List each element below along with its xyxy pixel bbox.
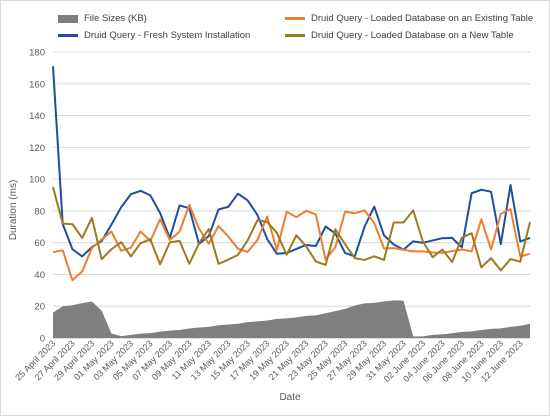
line-series — [52, 66, 531, 282]
y-tick-label: 80 — [34, 206, 45, 217]
y-tick-label: 100 — [29, 175, 45, 186]
legend-item-new-table: Druid Query - Loaded Database on a New T… — [285, 30, 514, 41]
area-series — [53, 300, 530, 338]
y-tick-label: 160 — [29, 79, 45, 90]
legend-label-new-table: Druid Query - Loaded Database on a New T… — [311, 30, 514, 41]
y-tick-label: 60 — [34, 238, 45, 249]
y-axis-label: Duration (ms) — [8, 180, 19, 241]
legend-swatch-file-sizes — [58, 14, 78, 23]
y-tick-label: 20 — [34, 302, 45, 313]
legend-swatch-new-table — [285, 34, 305, 37]
legend-swatch-fresh-install — [58, 34, 78, 37]
legend-swatch-existing-table — [285, 17, 305, 20]
y-tick-label: 40 — [34, 270, 45, 281]
y-tick-label: 140 — [29, 111, 45, 122]
legend-label-existing-table: Druid Query - Loaded Database on an Exis… — [311, 13, 534, 24]
legend-item-fresh-install: Druid Query - Fresh System Installation — [58, 30, 250, 41]
legend-label-fresh-install: Druid Query - Fresh System Installation — [84, 30, 251, 41]
legend-item-file-sizes: File Sizes (KB) — [58, 13, 147, 24]
series-line-2 — [52, 203, 531, 282]
legend-item-existing-table: Druid Query - Loaded Database on an Exis… — [285, 13, 533, 24]
series-line-3 — [52, 186, 531, 272]
y-tick-label: 0 — [40, 334, 45, 345]
y-tick-labels: 0 20 40 60 80 100 120 140 160 180 — [29, 48, 45, 345]
grid-lines — [53, 51, 530, 339]
legend-label-file-sizes: File Sizes (KB) — [84, 13, 147, 24]
y-tick-label: 120 — [29, 143, 45, 154]
y-tick-label: 180 — [29, 48, 45, 59]
x-axis-label: Date — [279, 392, 301, 403]
series-line-1 — [52, 66, 531, 258]
area-file-sizes — [53, 300, 530, 338]
chart-legend: File Sizes (KB) Druid Query - Loaded Dat… — [0, 0, 550, 50]
